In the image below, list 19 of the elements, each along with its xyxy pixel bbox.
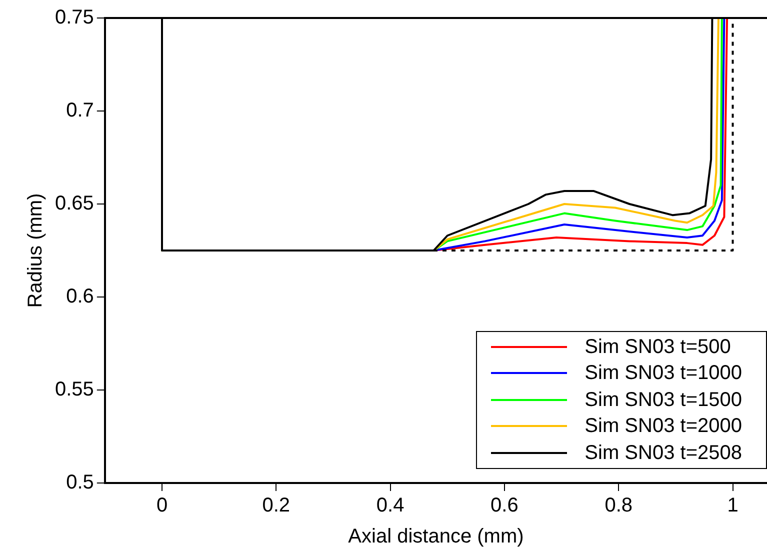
legend-label: Sim SN03 t=500	[584, 334, 731, 360]
x-tick-label: 0.8	[604, 494, 633, 517]
y-tick-label: 0.55	[54, 378, 94, 401]
legend-label: Sim SN03 t=1000	[584, 361, 742, 386]
x-tick-label: 0.2	[262, 494, 290, 517]
legend-label: Sim SN03 t=2508	[584, 440, 742, 466]
y-tick-label: 0.7	[66, 100, 94, 122]
x-tick-label: 0.6	[490, 494, 518, 517]
y-axis-title: Radius (mm)	[24, 193, 47, 308]
x-tick-label: 1	[727, 494, 738, 517]
legend-label: Sim SN03 t=1500	[584, 388, 742, 412]
x-tick-label: 0	[156, 494, 168, 517]
y-tick-label: 0.65	[54, 192, 94, 215]
y-tick-label: 0.5	[66, 472, 94, 494]
legend-label: Sim SN03 t=2000	[584, 414, 742, 439]
y-tick-label: 0.6	[66, 286, 94, 308]
x-tick-label: 0.4	[376, 494, 404, 517]
y-tick-label: 0.75	[54, 6, 94, 29]
x-axis-title: Axial distance (mm)	[348, 526, 524, 548]
